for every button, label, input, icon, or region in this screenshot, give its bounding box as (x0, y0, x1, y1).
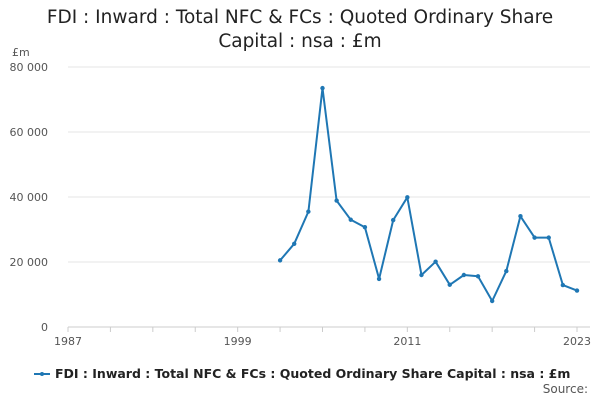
y-tick-label: 0 (41, 321, 48, 334)
y-tick-label: 80 000 (10, 61, 49, 74)
data-point[interactable] (292, 241, 297, 246)
grid-layer (68, 66, 590, 263)
x-tick-label: 1999 (224, 335, 252, 348)
data-point[interactable] (306, 209, 311, 214)
data-point[interactable] (574, 288, 580, 293)
data-point[interactable] (419, 272, 424, 278)
data-point[interactable] (546, 235, 551, 240)
data-point[interactable] (461, 272, 467, 278)
x-tick-label: 2023 (563, 335, 591, 348)
data-point[interactable] (475, 274, 481, 279)
data-point[interactable] (433, 259, 438, 264)
legend-line-marker-icon (34, 370, 50, 378)
y-tick-label: 60 000 (10, 126, 49, 139)
chart-title: FDI : Inward : Total NFC & FCs : Quoted … (0, 6, 600, 54)
data-point[interactable] (320, 85, 325, 91)
x-tick-label: 1987 (54, 335, 82, 348)
data-point[interactable] (504, 268, 509, 274)
chart-title-line-2: Capital : nsa : £m (218, 31, 382, 52)
series-line (279, 87, 578, 302)
data-point[interactable] (277, 258, 283, 263)
data-point[interactable] (376, 276, 382, 282)
data-point[interactable] (489, 298, 495, 304)
y-tick-label: 40 000 (10, 191, 49, 204)
x-tick-label: 2011 (393, 335, 421, 348)
data-point[interactable] (390, 217, 396, 223)
data-point[interactable] (362, 225, 368, 230)
data-point[interactable] (405, 195, 410, 200)
source-label: Source: (542, 382, 588, 396)
axis-layer: 0 20 000 40 000 60 000 80 000 1987 1999 2011 202… (10, 61, 592, 348)
data-point[interactable] (532, 235, 537, 240)
data-point[interactable] (334, 198, 339, 203)
chart-title-line-1: FDI : Inward : Total NFC & FCs : Quoted … (46, 7, 554, 28)
data-point[interactable] (518, 213, 523, 219)
data-point[interactable] (348, 217, 353, 222)
y-axis-unit-label: £m (12, 46, 30, 59)
legend[interactable]: FDI : Inward : Total NFC & FCs : Quoted … (34, 366, 570, 381)
legend-label: FDI : Inward : Total NFC & FCs : Quoted … (55, 366, 571, 381)
y-tick-label: 20 000 (10, 256, 49, 269)
data-point[interactable] (447, 282, 452, 287)
data-point[interactable] (560, 282, 566, 288)
series-layer (277, 85, 580, 304)
